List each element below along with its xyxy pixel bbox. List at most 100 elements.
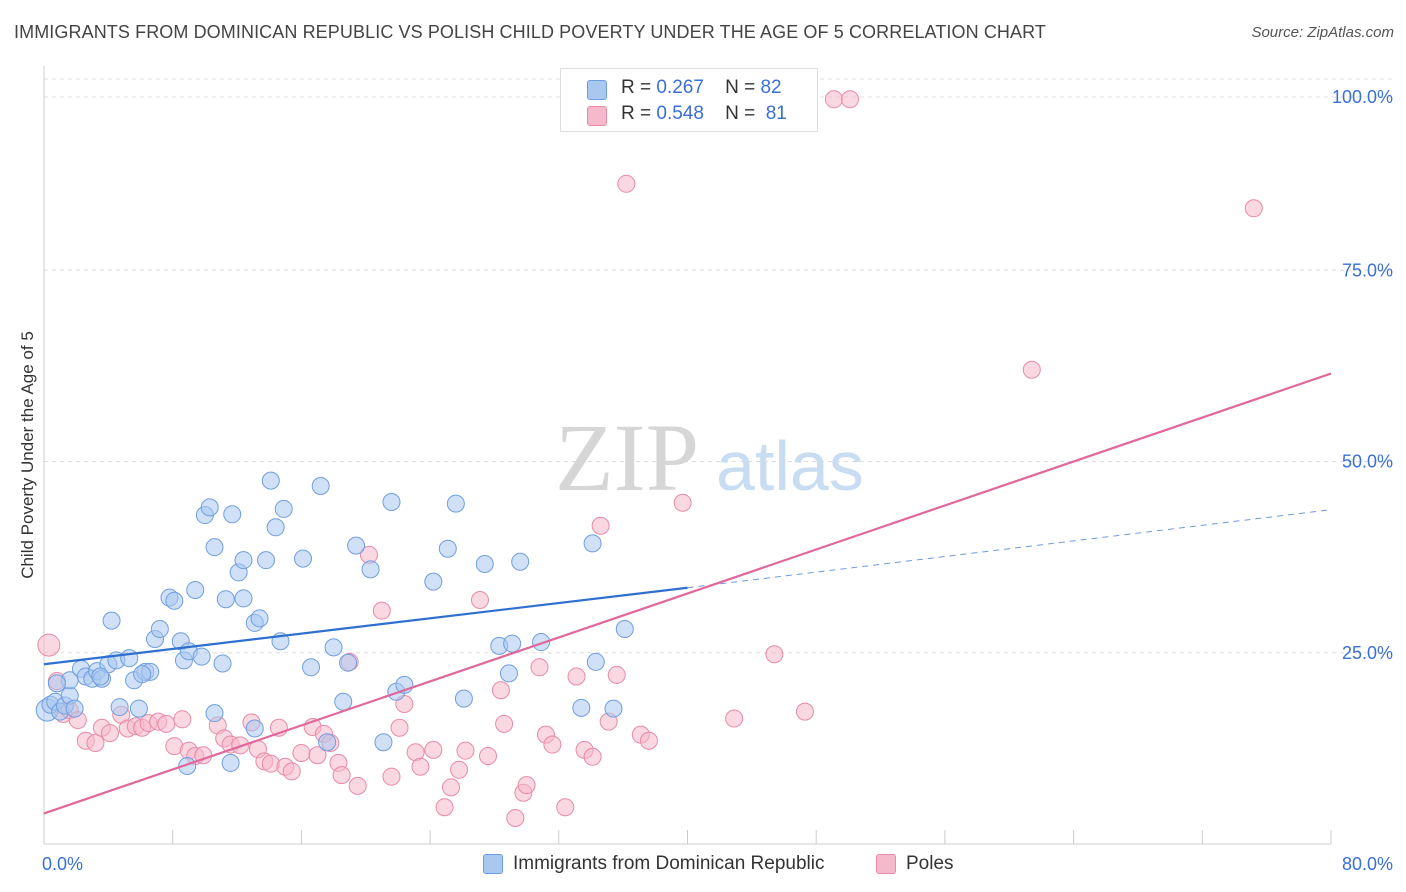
dominican-point <box>302 658 321 677</box>
legend-n-label: N = <box>725 103 756 124</box>
y-tick-label: 25.0% <box>1342 643 1393 663</box>
dominican-point <box>583 534 602 553</box>
poles-point <box>506 808 525 827</box>
dominican-point <box>150 620 169 639</box>
dominican-point <box>186 581 205 600</box>
poles-point <box>435 798 454 817</box>
dominican-point <box>261 471 280 490</box>
poles-point <box>348 776 367 795</box>
dominican-point <box>165 591 184 610</box>
watermark-atlas: atlas <box>716 427 864 505</box>
poles-point <box>543 735 562 754</box>
poles-point <box>567 667 586 686</box>
dominican-point <box>274 499 293 518</box>
poles-point <box>639 731 658 750</box>
legend-n-label: N = <box>725 77 756 98</box>
dominican-point <box>334 692 353 711</box>
dominican-point <box>216 590 235 609</box>
dominican-point <box>245 719 264 738</box>
poles-point <box>470 590 489 609</box>
poles-point <box>673 493 692 512</box>
dominican-point <box>586 652 605 671</box>
dominican-point <box>615 620 634 639</box>
legend-bottom-label-poles: Poles <box>906 853 954 874</box>
y-tick-label: 50.0% <box>1342 452 1393 472</box>
dominican-point <box>91 667 110 686</box>
poles-point <box>411 757 430 776</box>
poles-point <box>332 766 351 785</box>
dominican-point <box>511 552 530 571</box>
dominican-point <box>382 493 401 512</box>
dominican-point <box>438 539 457 558</box>
dominican-point <box>129 699 148 718</box>
dominican-point <box>178 756 197 775</box>
dominican-point <box>311 476 330 495</box>
poles-point <box>824 90 843 109</box>
legend-r-value-dominican: 0.267 <box>656 77 704 98</box>
poles-point <box>424 740 443 759</box>
poles-point <box>450 760 469 779</box>
poles-point <box>442 778 461 797</box>
dominican-point <box>205 538 224 557</box>
legend-bottom-swatch-dominican <box>483 854 503 874</box>
dominican-point <box>133 665 152 684</box>
poles-point <box>86 734 105 753</box>
poles-point <box>382 767 401 786</box>
dominican-point <box>572 698 591 717</box>
dominican-point <box>446 494 465 513</box>
trend-lines <box>43 372 1332 815</box>
dominican-point <box>604 699 623 718</box>
trend-line-poles <box>43 372 1332 815</box>
dominican-point <box>318 733 337 752</box>
dominican-point <box>120 649 139 668</box>
legend-swatch-dominican <box>587 80 607 100</box>
dominican-point <box>234 589 253 608</box>
poles-point <box>261 754 280 773</box>
poles-point <box>491 681 510 700</box>
x-tick-label: 0.0% <box>42 854 83 874</box>
dominican-point <box>339 653 358 672</box>
poles-point <box>530 658 549 677</box>
poles-point <box>100 724 119 743</box>
dominican-point <box>374 733 393 752</box>
dominican-point <box>234 551 253 570</box>
poles-point <box>456 741 475 760</box>
poles-point <box>282 762 301 781</box>
watermark-zip: ZIP <box>555 404 699 511</box>
x-tick-label: 80.0% <box>1342 854 1393 874</box>
dominican-point <box>294 549 313 568</box>
legend-n-value-poles: 81 <box>765 103 787 124</box>
poles-point <box>372 601 391 620</box>
legend-bottom-label-dominican: Immigrants from Dominican Republic <box>513 853 825 874</box>
y-tick-label: 100.0% <box>1332 87 1393 107</box>
poles-point <box>591 516 610 535</box>
source-label: Source: ZipAtlas.com <box>1251 24 1394 41</box>
tick-labels: 25.0% 50.0% 75.0% 100.0% 0.0% 80.0% <box>42 87 1393 874</box>
dominican-point <box>213 654 232 673</box>
legend-r-label: R = <box>621 103 652 124</box>
poles-point <box>479 747 498 766</box>
dominican-point <box>532 633 551 652</box>
dominican-point <box>200 498 219 517</box>
poles-point <box>556 798 575 817</box>
trend-line-dominican <box>43 586 688 666</box>
poles-point <box>765 645 784 664</box>
legend-swatch-poles <box>587 106 607 126</box>
dominican-point <box>65 699 84 718</box>
poles-point <box>607 665 626 684</box>
poles-point <box>617 174 636 193</box>
poles-point <box>37 633 61 657</box>
poles-point <box>517 776 536 795</box>
dominican-point <box>205 704 224 723</box>
dominican-point <box>499 664 518 683</box>
poles-point <box>292 743 311 762</box>
poles-point <box>1244 199 1263 218</box>
poles-point <box>583 747 602 766</box>
dominican-point <box>503 634 522 653</box>
poles-point <box>725 709 744 728</box>
watermark: ZIP atlas <box>555 404 864 511</box>
y-tick-label: 75.0% <box>1342 260 1393 280</box>
legend-n-value-dominican: 82 <box>760 77 782 98</box>
chart-title: IMMIGRANTS FROM DOMINICAN REPUBLIC VS PO… <box>14 22 1046 42</box>
